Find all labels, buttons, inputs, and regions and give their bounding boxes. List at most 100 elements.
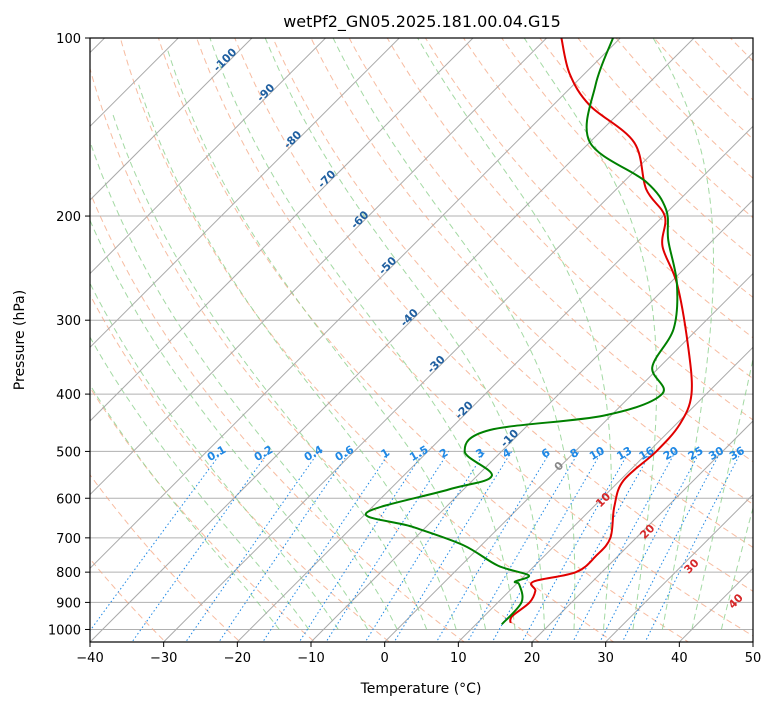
moist-adiabat-line <box>691 356 753 630</box>
moist-adiabat-line <box>138 84 457 630</box>
profile-series <box>365 38 693 625</box>
mixing-ratio-line <box>466 451 580 642</box>
moist-adiabat-label: 30 <box>682 556 702 576</box>
dry-adiabat-line <box>196 38 753 637</box>
moist-adiabat-line <box>90 139 398 630</box>
moist-adiabat-label: 10 <box>593 490 613 510</box>
isotherm-line <box>457 346 753 642</box>
y-axis-label: Pressure (hPa) <box>12 290 28 390</box>
x-tick-label: 20 <box>524 651 541 666</box>
dry-adiabat-line <box>615 38 753 179</box>
moist-adiabat-line <box>523 38 658 630</box>
mixing-ratio-line <box>521 451 630 642</box>
isotherm-line <box>90 38 548 496</box>
x-tick-label: 10 <box>450 651 467 666</box>
x-tick-label: −10 <box>297 651 324 666</box>
dry-adiabat-line <box>90 473 241 642</box>
x-tick-label: 40 <box>671 651 688 666</box>
dry-adiabat-line <box>157 38 690 642</box>
mixing-ratio-line <box>185 451 320 642</box>
moist-adiabat-label: 40 <box>726 591 746 611</box>
dry-adiabat-line <box>501 38 753 299</box>
dry-adiabat-line <box>272 38 753 548</box>
background-lines <box>0 11 775 654</box>
isotherm-label: -50 <box>376 254 399 277</box>
isotherm-label: -40 <box>398 306 421 329</box>
mixing-ratio-label: 0.4 <box>302 443 326 464</box>
mixing-ratio-label: 25 <box>686 444 706 463</box>
isotherm-line <box>236 125 753 642</box>
dry-adiabat-line <box>691 38 753 101</box>
dry-adiabat-line <box>234 38 753 592</box>
dry-adiabat-line <box>743 11 775 654</box>
y-tick-label: 1000 <box>48 623 81 638</box>
dry-adiabat-line <box>539 38 753 259</box>
x-tick-label: −40 <box>76 651 103 666</box>
mixing-ratio-label: 1 <box>379 446 392 461</box>
mixing-ratio-line <box>644 451 742 642</box>
isotherm-line <box>310 199 753 642</box>
isotherm-line <box>90 38 474 422</box>
mixing-ratio-label: 2 <box>437 446 450 461</box>
y-tick-label: 700 <box>56 532 81 547</box>
mixing-ratio-line <box>298 451 425 642</box>
mixing-ratio-line <box>325 451 450 642</box>
moist-adiabat-line <box>417 38 612 630</box>
mixing-ratio-label: 10 <box>587 444 607 463</box>
x-tick-label: 0 <box>381 651 389 666</box>
y-axis-ticks: 100 200 300 400 500 600 700 800 900 1000 <box>48 32 90 638</box>
mixing-ratio-line <box>435 451 552 642</box>
isotherm-label: -90 <box>254 81 277 104</box>
mixing-ratio-line <box>393 451 513 642</box>
mixing-ratio-line <box>491 451 603 642</box>
isotherm-line <box>90 38 622 570</box>
dry-adiabat-line <box>90 293 391 642</box>
temperature-line <box>509 38 693 624</box>
isotherm-line <box>0 11 58 654</box>
moist-adiabat-label: 20 <box>637 521 657 541</box>
x-tick-label: 30 <box>597 651 614 666</box>
x-tick-label: −20 <box>224 651 251 666</box>
isotherm-label: -30 <box>425 353 448 376</box>
isotherm-label: -80 <box>281 128 304 151</box>
mixing-ratio-line <box>599 451 701 642</box>
mixing-ratio-label: 1.5 <box>407 443 430 464</box>
dewpoint-line <box>365 38 679 625</box>
isotherm-line <box>90 38 253 201</box>
mixing-ratio-line <box>218 451 351 642</box>
x-axis-label: Temperature (°C) <box>360 681 482 697</box>
y-tick-label: 900 <box>56 596 81 611</box>
isotherm-line <box>531 420 753 642</box>
mixing-ratio-line <box>262 451 391 642</box>
isotherm-label: -10 <box>498 427 521 450</box>
isotherm-label: -60 <box>348 208 371 231</box>
isotherm-line <box>90 38 695 642</box>
mixing-ratio-label: 3 <box>473 446 486 461</box>
dry-adiabat-line <box>119 38 615 642</box>
mixing-ratio-line <box>545 451 652 642</box>
dry-adiabat-line <box>310 38 753 505</box>
mixing-ratio-line <box>131 451 270 642</box>
chart-title: wetPf2_GN05.2025.181.00.04.G15 <box>283 12 561 32</box>
y-tick-label: 300 <box>56 314 81 329</box>
isotherm-line <box>604 493 753 642</box>
isotherm-line <box>678 567 753 642</box>
mixing-ratio-line <box>90 451 223 632</box>
isotherm-line <box>90 38 180 128</box>
x-tick-label: −30 <box>150 651 177 666</box>
moist-adiabat-line <box>652 38 714 630</box>
x-tick-label: 50 <box>745 651 762 666</box>
isotherm-label: -20 <box>453 398 476 421</box>
y-tick-label: 800 <box>56 566 81 581</box>
moist-adiabat-line <box>720 506 753 630</box>
y-tick-label: 500 <box>56 445 81 460</box>
isotherm-line <box>162 51 753 642</box>
dry-adiabat-line <box>90 191 466 642</box>
moist-adiabat-line <box>167 50 487 630</box>
mixing-ratio-line <box>364 451 486 642</box>
dry-adiabat-line <box>462 38 753 339</box>
moist-adiabat-line <box>112 114 428 630</box>
mixing-ratio-label: 30 <box>706 444 726 463</box>
mixing-ratio-label: 4 <box>500 446 513 461</box>
